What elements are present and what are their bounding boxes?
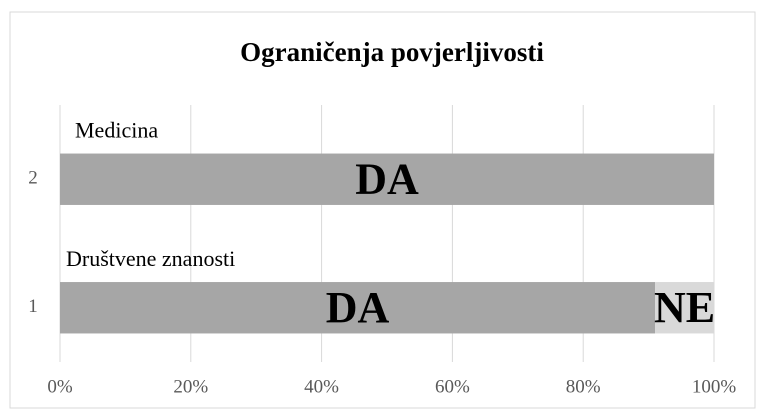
bar-segment (60, 282, 656, 334)
bar-segment (60, 153, 714, 205)
bar-title: Medicina (75, 118, 158, 143)
chart-frame (9, 11, 756, 409)
chart-title: Ograničenja povjerljivosti (240, 37, 544, 67)
x-tick-label: 100% (692, 376, 737, 397)
bar-label: DA (326, 283, 390, 332)
y-tick-label: 2 (28, 168, 38, 189)
x-tick-label: 60% (435, 376, 470, 397)
bar-title: Društvene znanosti (66, 246, 235, 271)
x-tick-label: 20% (173, 376, 208, 397)
x-tick-label: 40% (304, 376, 339, 397)
bar-label: NE (654, 283, 715, 332)
x-tick-label: 80% (566, 376, 601, 397)
y-tick-label: 1 (28, 296, 38, 317)
bar-segment (655, 282, 714, 334)
x-tick-label: 0% (47, 376, 73, 397)
bar-label: DA (355, 154, 419, 203)
